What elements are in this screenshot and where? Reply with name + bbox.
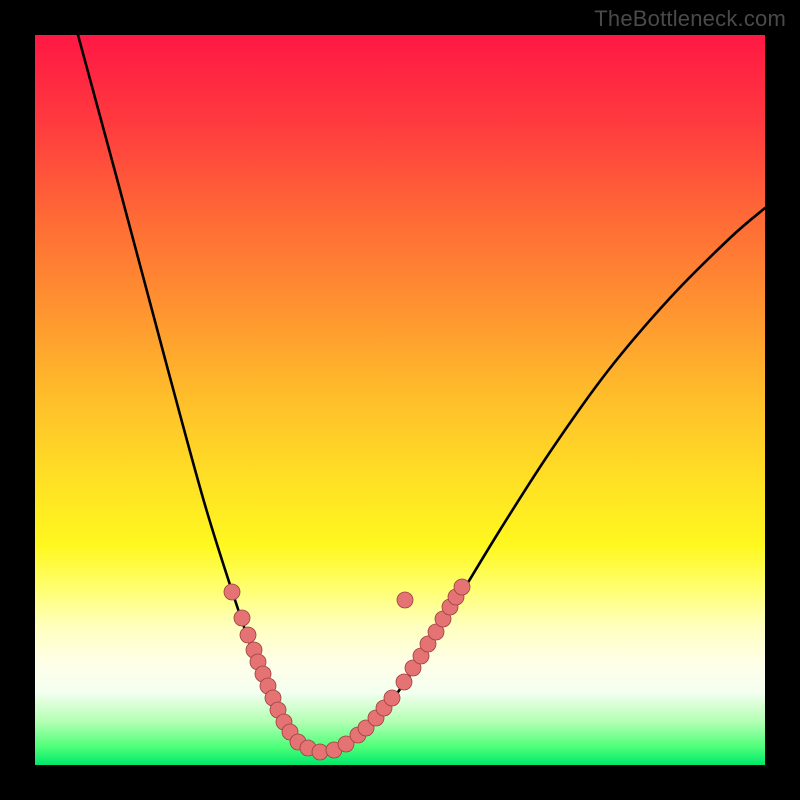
data-marker xyxy=(396,674,412,690)
data-marker xyxy=(312,744,328,760)
data-marker xyxy=(224,584,240,600)
data-marker xyxy=(384,690,400,706)
data-marker xyxy=(240,627,256,643)
chart-svg xyxy=(0,0,800,800)
data-marker xyxy=(234,610,250,626)
data-marker xyxy=(397,592,413,608)
chart-stage: TheBottleneck.com xyxy=(0,0,800,800)
plot-background xyxy=(35,35,765,765)
data-marker xyxy=(454,579,470,595)
watermark-text: TheBottleneck.com xyxy=(594,6,786,32)
